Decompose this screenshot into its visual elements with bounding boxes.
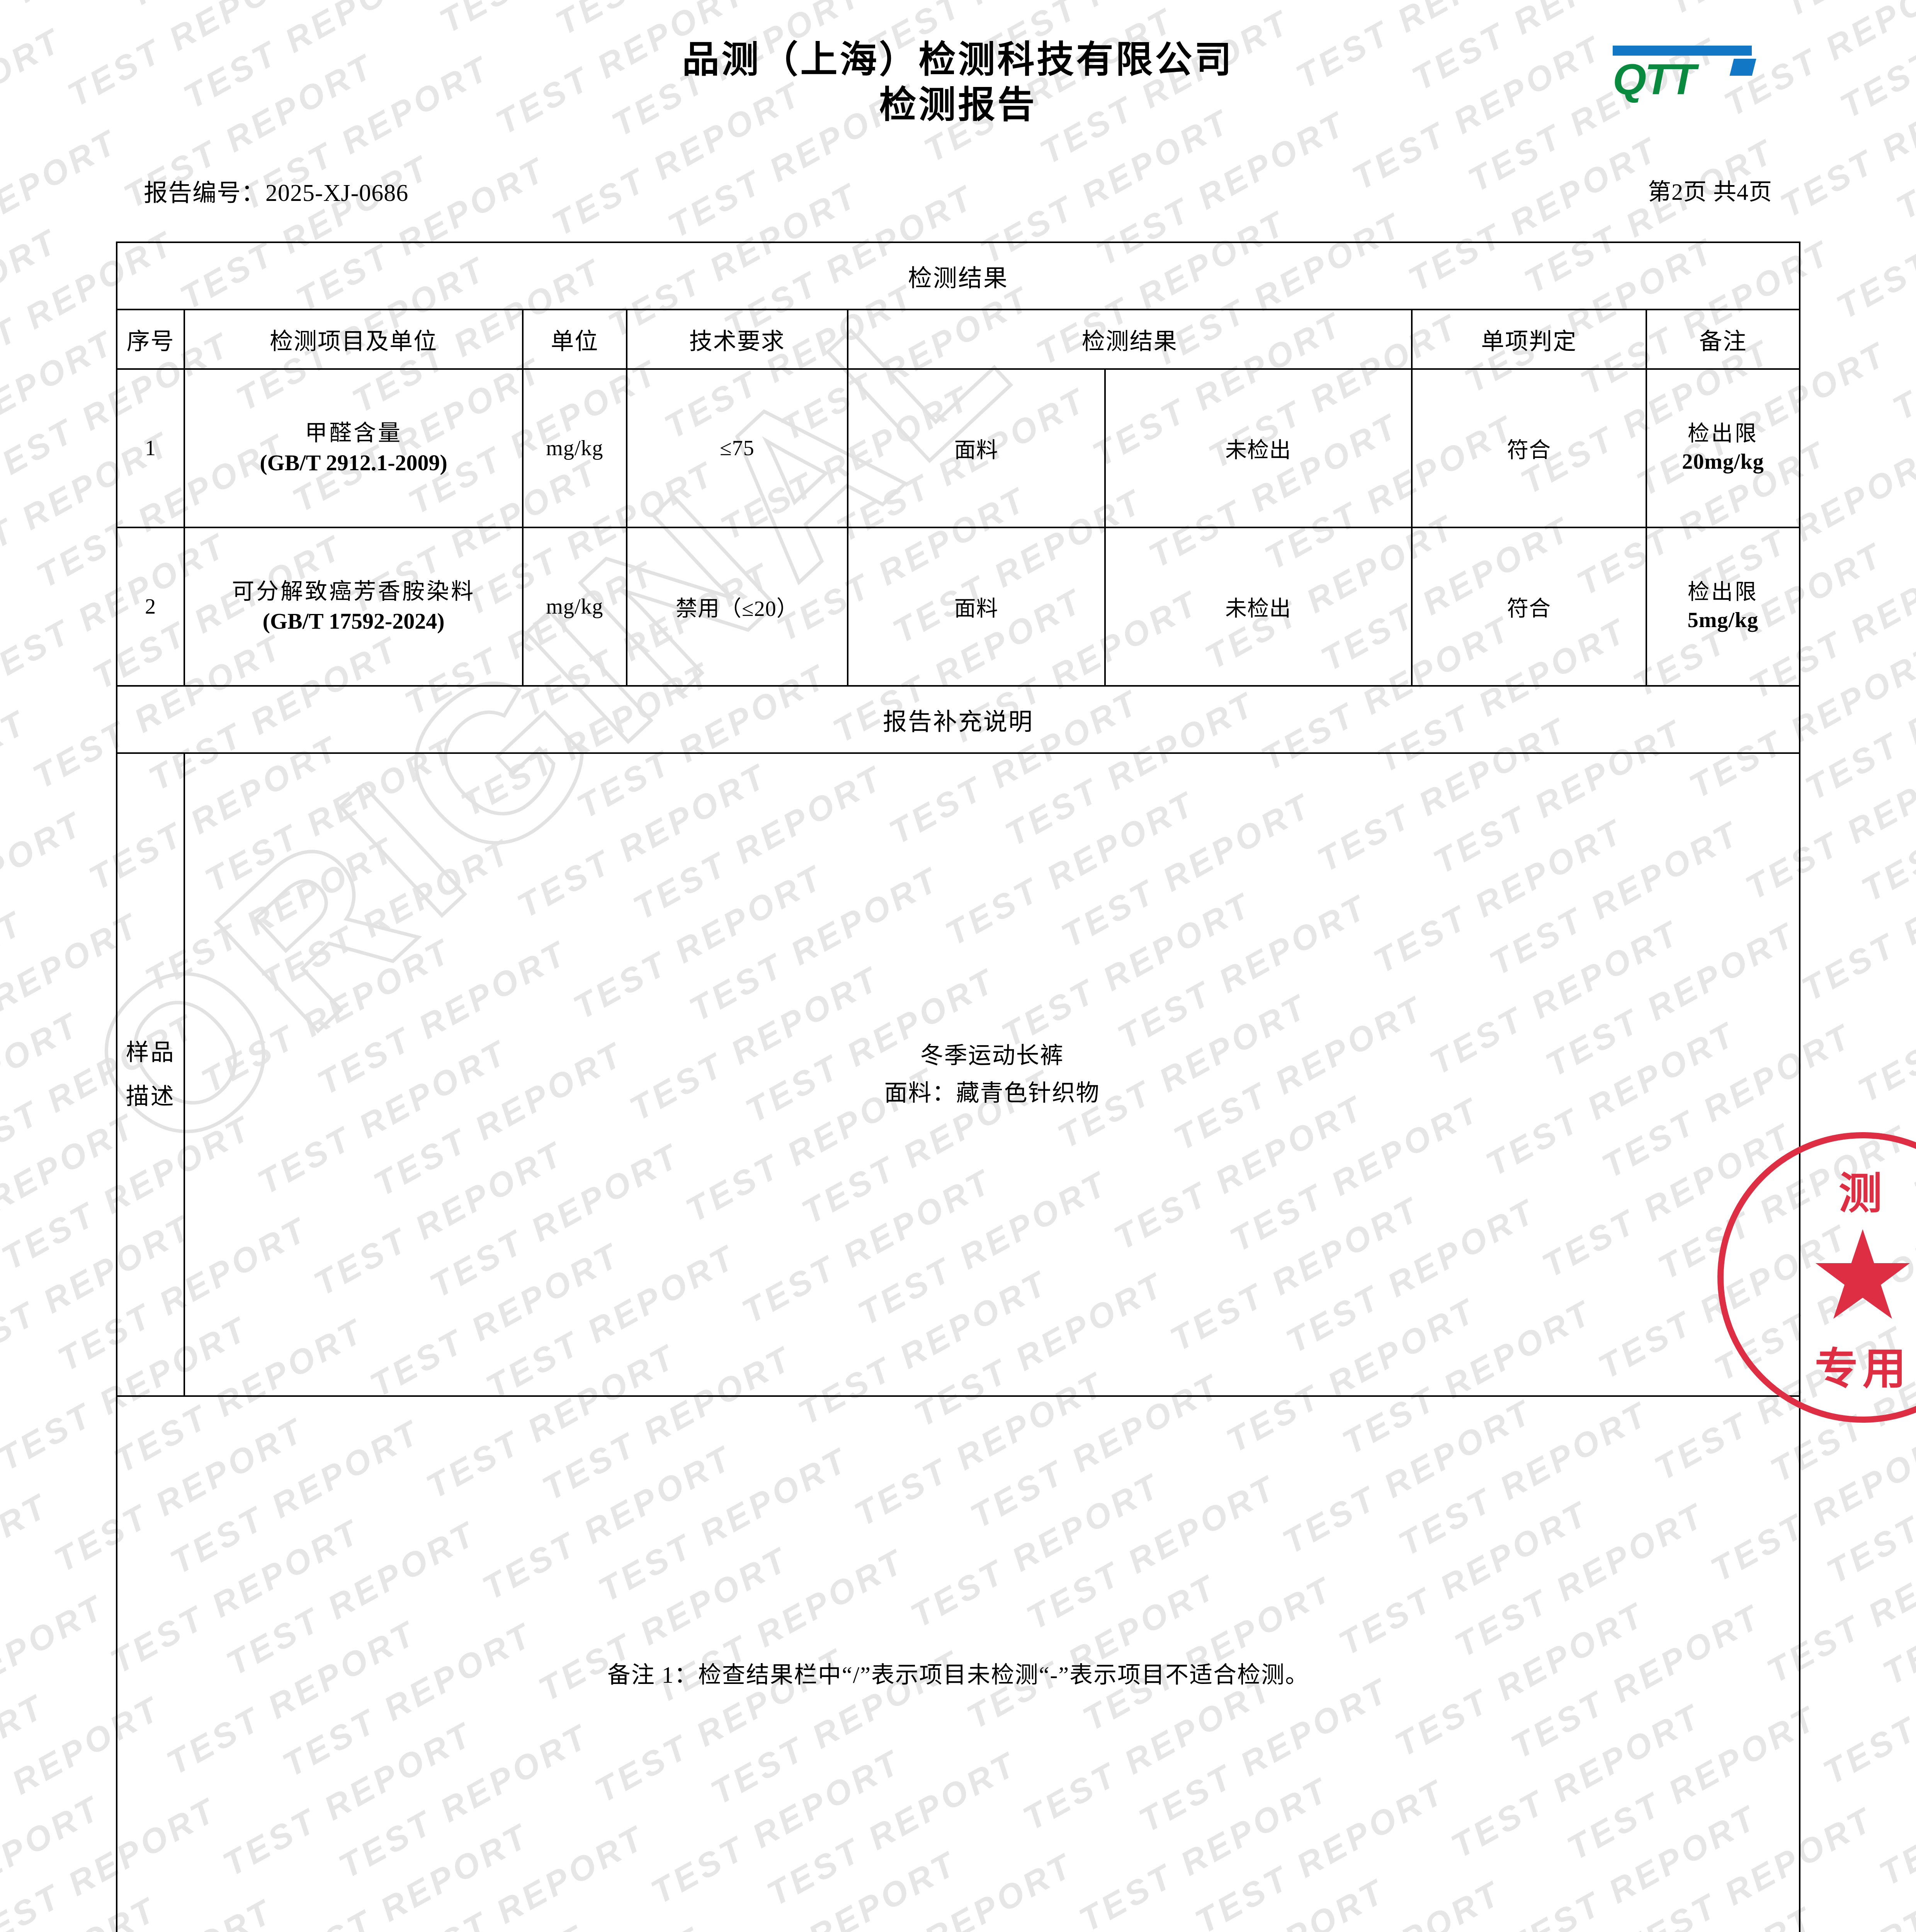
sample-description-line-2: 面料：藏青色针织物 <box>884 1080 1100 1106</box>
watermark-word: TEST REPORT <box>1229 0 1502 3</box>
watermark-word: TEST REPORT <box>0 323 122 492</box>
results-table: 检测结果 序号 检测项目及单位 单位 技术要求 检测结果 单项判定 备注 1 <box>116 242 1801 1932</box>
watermark-word: TEST REPORT <box>1817 1622 1916 1792</box>
watermark-word: TEST REPORT <box>0 903 31 1073</box>
report-number: 报告编号：2025-XJ-0686 <box>144 173 408 208</box>
row-1-verdict: 符合 <box>1411 368 1647 528</box>
watermark-word: TEST REPORT <box>1657 0 1916 31</box>
results-header-row: 序号 检测项目及单位 单位 技术要求 检测结果 单项判定 备注 <box>116 309 1801 370</box>
row-1-no: 1 <box>116 368 185 528</box>
column-header-result: 检测结果 <box>847 309 1413 370</box>
row-2-remark: 检出限 5mg/kg <box>1645 527 1801 687</box>
sample-label-line-2: 描述 <box>126 1084 175 1109</box>
watermark-word: TEST REPORT <box>0 221 66 391</box>
watermark-word: TEST REPORT <box>117 0 389 24</box>
watermark-word: TEST REPORT <box>0 1376 4 1562</box>
row-2-verdict: 符合 <box>1411 527 1647 687</box>
column-header-unit: 单位 <box>522 309 627 370</box>
report-number-value: 2025-XJ-0686 <box>265 180 409 206</box>
supplement-section-title: 报告补充说明 <box>116 685 1800 754</box>
watermark-word: TEST REPORT <box>1855 740 1916 909</box>
row-2-item-standard: (GB/T 17592-2024) <box>262 609 445 634</box>
row-2-item: 可分解致癌芳香胺染料 (GB/T 17592-2024) <box>184 527 524 687</box>
row-1-requirement: ≤75 <box>626 368 848 528</box>
sample-description-content: 冬季运动长裤 面料：藏青色针织物 <box>184 752 1800 1397</box>
watermark-word: TEST REPORT <box>1877 1523 1916 1692</box>
results-section-title-row: 检测结果 <box>116 242 1800 310</box>
row-1-remark-label: 检出限 <box>1687 422 1758 446</box>
column-header-requirement: 技术要求 <box>626 309 848 370</box>
sample-description-row: 样品 描述 冬季运动长裤 面料：藏青色针织物 <box>116 752 1800 1397</box>
logo-wordmark: QTT <box>1613 55 1696 104</box>
row-1-unit: mg/kg <box>522 368 627 528</box>
results-section-title: 检测结果 <box>116 242 1800 310</box>
row-2-result-value: 未检出 <box>1104 527 1413 687</box>
page-header: 品测（上海）检测科技有限公司 检测报告 <box>0 37 1916 128</box>
watermark-word: TEST REPORT <box>1886 259 1916 428</box>
table-row: 1 甲醛含量 (GB/T 2912.1-2009) mg/kg ≤75 面料 未… <box>116 368 1801 528</box>
watermark-word: TEST REPORT <box>1821 1422 1916 1591</box>
seal-star-icon <box>1816 1229 1910 1319</box>
watermark-word: TEST REPORT <box>1908 1042 1916 1211</box>
watermark-word: TEST REPORT <box>0 702 34 872</box>
watermark-word: TEST REPORT <box>0 1005 87 1174</box>
row-1-item: 甲醛含量 (GB/T 2912.1-2009) <box>184 368 524 528</box>
watermark-word: TEST REPORT <box>1873 1724 1916 1893</box>
row-1-remark: 检出限 20mg/kg <box>1645 368 1801 528</box>
remark-row: 备注 1：检查结果栏中“/”表示项目未检测“-”表示项目不适合检测。 <box>116 1395 1800 1932</box>
watermark-word: TEST REPORT <box>0 804 90 973</box>
watermark-word: TEST REPORT <box>0 1788 108 1932</box>
row-1-result-part: 面料 <box>847 368 1106 528</box>
column-header-item: 检测项目及单位 <box>184 309 524 370</box>
logo-tick-icon <box>1729 59 1756 76</box>
row-2-unit: mg/kg <box>522 527 627 687</box>
watermark-word: TEST REPORT <box>0 120 9 289</box>
page-title: 检测报告 <box>879 84 1037 126</box>
column-header-verdict: 单项判定 <box>1411 309 1647 370</box>
watermark-word: TEST REPORT <box>0 1486 56 1655</box>
report-number-label: 报告编号： <box>144 180 266 206</box>
column-header-remark: 备注 <box>1645 309 1801 370</box>
watermark-word: TEST REPORT <box>1773 0 1916 33</box>
report-meta: 报告编号：2025-XJ-0686 第2页 共4页 <box>0 173 1916 206</box>
sample-description-line-1: 冬季运动长裤 <box>920 1043 1064 1068</box>
row-1-result-value: 未检出 <box>1104 368 1413 528</box>
watermark-word: TEST REPORT <box>1345 0 1618 5</box>
supplement-section-title-row: 报告补充说明 <box>116 685 1800 754</box>
row-1-item-standard: (GB/T 2912.1-2009) <box>260 450 447 475</box>
watermark-word: TEST REPORT <box>1851 940 1916 1110</box>
row-2-no: 2 <box>116 527 185 687</box>
column-header-no: 序号 <box>116 309 185 370</box>
company-logo: QTT <box>1613 46 1756 104</box>
sample-description-label: 样品 描述 <box>116 752 185 1397</box>
logo-bar-icon <box>1613 46 1752 56</box>
row-1-remark-value: 20mg/kg <box>1682 450 1764 474</box>
sample-label-line-1: 样品 <box>126 1040 175 1065</box>
remark-note: 备注 1：检查结果栏中“/”表示项目未检测“-”表示项目不适合检测。 <box>116 1395 1800 1932</box>
row-2-requirement: 禁用（≤20） <box>626 527 848 687</box>
watermark-word: TEST REPORT <box>0 122 125 291</box>
row-2-result-part: 面料 <box>847 527 1106 687</box>
table-row: 2 可分解致癌芳香胺染料 (GB/T 17592-2024) mg/kg 禁用（… <box>116 527 1801 687</box>
row-1-item-name: 甲醛含量 <box>305 420 403 446</box>
watermark-word: TEST REPORT <box>1 0 274 22</box>
results-table-wrapper: 检测结果 序号 检测项目及单位 单位 技术要求 检测结果 单项判定 备注 1 <box>116 242 1801 1932</box>
row-2-remark-value: 5mg/kg <box>1687 608 1759 632</box>
watermark-word: TEST REPORT <box>1911 841 1916 1010</box>
company-name: 品测（上海）检测科技有限公司 <box>682 39 1234 80</box>
watermark-word: TEST REPORT <box>0 1687 52 1856</box>
watermark-word: TEST REPORT <box>0 1587 112 1757</box>
row-2-item-name: 可分解致癌芳香胺染料 <box>232 579 476 604</box>
row-2-remark-label: 检出限 <box>1687 580 1758 605</box>
page-indicator: 第2页 共4页 <box>1648 179 1772 205</box>
watermark-word: TEST REPORT <box>1795 839 1916 1009</box>
watermark-word: TEST REPORT <box>0 1577 1 1763</box>
watermark-word: TEST REPORT <box>1799 638 1916 808</box>
